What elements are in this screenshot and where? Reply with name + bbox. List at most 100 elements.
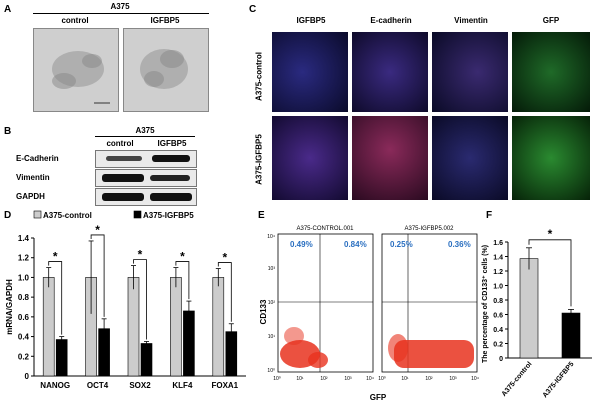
chart-d: 0 0.2 0.4 0.6 0.8 1.0 1.2 1.4 mRNA/GAPDH A375-con… [5,210,246,390]
c-col-vimentin: Vimentin [454,16,488,25]
blot-vimentin [95,169,197,187]
micro-control-igfbp5 [272,32,348,112]
d-sig-star: * [180,250,185,264]
d-bar [170,277,182,377]
a-label-control: control [61,16,89,25]
d-bar [42,277,55,377]
e1-xtick-1: 10¹ [296,376,304,382]
d-ytick-label: 0.6 [18,313,30,322]
panel-label-d: D [4,210,12,221]
c-col-igfbp5: IGFBP5 [296,16,326,25]
panel-label-f: F [486,210,493,221]
f-sig-star: * [548,227,553,241]
f-xtick-label: A375-IGFBP5 [542,361,576,400]
d-xtick-label: SOX2 [129,381,151,390]
d-ytick-label: 0.4 [18,333,30,342]
panel-a: A375 control IGFBP5 [25,2,215,114]
c-row-control: A375-control [254,52,264,101]
d-sig-star: * [138,248,143,262]
b-cell-line: A375 [135,126,155,135]
e1-xtick-4: 10⁴ [366,376,374,382]
d-ytick-label: 1.2 [18,254,30,263]
e-xlabel: GFP [370,393,387,402]
f-xtick-label: A375-control [501,361,534,398]
panel-label-b: B [4,126,12,137]
b-divider [95,136,195,137]
b-label-control: control [106,139,134,148]
e-ylabel: CD133 [259,299,268,324]
c-col-ecadherin: E-cadherin [370,16,412,25]
f-ytick-label: 1.0 [493,284,503,291]
micro-control-gfp [512,32,590,112]
c-row-igfbp5: A375-IGFBP5 [254,134,264,185]
d-sig-star: * [95,223,100,237]
e1-ytick-4: 10⁴ [267,234,275,240]
e2-xtick-4: 10⁴ [471,376,479,382]
blot-ecadherin [95,150,197,168]
e2-xtick-3: 10³ [449,376,457,382]
e2-xtick-0: 10⁰ [378,376,386,382]
d-legend-swatch [133,210,142,219]
d-sig-bracket [133,259,147,340]
e1-xtick-2: 10² [320,376,328,382]
d-sig-bracket [217,262,232,322]
c-col-gfp: GFP [542,16,560,25]
a-label-igfbp5: IGFBP5 [150,16,180,25]
f-ytick-label: 0.4 [493,327,503,334]
flow-ul-igfbp5: 0.25% [390,240,413,249]
b-row-gapdh: GAPDH [16,192,45,201]
d-ytick-label: 1.4 [18,234,30,243]
d-sig-bracket [48,261,63,335]
micro-igfbp5-vimentin [432,116,508,200]
d-sig-star: * [222,251,227,265]
d-ytick-label: 0.2 [18,352,30,361]
f-ytick-label: 0.8 [493,298,503,305]
micrograph-control [33,28,119,112]
b-row-vimentin: Vimentin [16,173,50,182]
f-ytick-label: 1.4 [493,255,503,262]
a-cell-line: A375 [110,2,130,11]
flow-ur-igfbp5: 0.36% [448,240,471,249]
f-bar [519,258,539,359]
d-sig-bracket [175,261,190,300]
d-xtick-label: OCT4 [87,381,109,390]
panel-label-e: E [258,210,265,221]
micro-control-vimentin [432,32,508,112]
micrograph-igfbp5 [123,28,209,112]
blot-gapdh [95,188,197,206]
d-bar [127,277,140,377]
d-bar [140,343,153,377]
d-sig-bracket [90,234,105,317]
micro-control-ecadherin [352,32,428,112]
f-ylabel: The percentage of CD133⁺ cells (%) [482,245,489,363]
flow-ul-control: 0.49% [290,240,313,249]
f-ytick-label: 1.6 [493,240,503,247]
e2-xtick-2: 10² [425,376,433,382]
d-xtick-label: FOXA1 [211,381,238,390]
f-ytick-label: 0.2 [493,342,503,349]
panel-c: IGFBP5 E-cadherin Vimentin GFP A375-cont… [249,16,599,206]
micro-igfbp5-igfbp5 [272,116,348,200]
b-row-ecadherin: E-Cadherin [16,154,59,163]
panel-b: A375 control IGFBP5 E-Cadherin Vimentin … [0,126,235,206]
e1-xtick-3: 10³ [344,376,352,382]
d-ytick-label: 0 [25,372,30,381]
f-bar [561,312,581,359]
flow-ur-control: 0.84% [344,240,367,249]
e1-ytick-0: 10⁰ [267,368,275,374]
e2-xtick-1: 10¹ [401,376,409,382]
flow-title-control: A375-CONTROL.001 [296,226,354,232]
d-legend-swatch [33,210,42,219]
e1-ytick-1: 10¹ [268,334,276,340]
d-bar [212,277,225,377]
micro-igfbp5-ecadherin [352,116,428,200]
f-ytick-label: 1.2 [493,269,503,276]
f-ytick-label: 0 [499,356,503,363]
d-bar [55,339,68,377]
micro-igfbp5-gfp [512,116,590,200]
d-xtick-label: KLF4 [172,381,193,390]
d-legend-label: A375-control [43,211,92,220]
b-label-igfbp5: IGFBP5 [157,139,187,148]
f-sig-bracket [528,239,572,307]
panel-label-c: C [249,4,257,15]
